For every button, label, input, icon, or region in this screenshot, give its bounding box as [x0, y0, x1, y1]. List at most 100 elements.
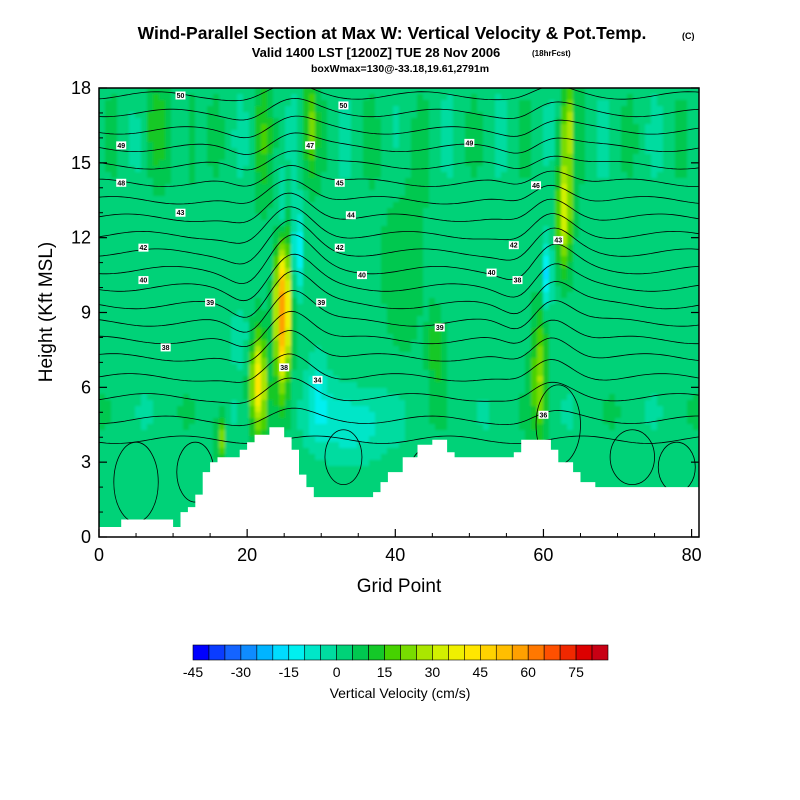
- velocity-cell: [315, 112, 322, 119]
- velocity-cell: [321, 244, 328, 251]
- velocity-cell: [495, 184, 502, 191]
- velocity-cell: [249, 274, 256, 281]
- velocity-cell: [393, 124, 400, 131]
- velocity-cell: [237, 364, 244, 371]
- velocity-cell: [435, 136, 442, 143]
- velocity-cell: [129, 346, 136, 353]
- velocity-cell: [237, 394, 244, 401]
- velocity-cell: [477, 166, 484, 173]
- velocity-cell: [399, 142, 406, 149]
- velocity-cell: [309, 364, 316, 371]
- velocity-cell: [417, 400, 424, 407]
- velocity-cell: [393, 466, 400, 473]
- velocity-cell: [111, 178, 118, 185]
- velocity-cell: [123, 286, 130, 293]
- velocity-cell: [333, 376, 340, 383]
- velocity-cell: [219, 202, 226, 209]
- velocity-cell: [393, 178, 400, 185]
- velocity-cell: [291, 424, 298, 431]
- velocity-cell: [129, 340, 136, 347]
- velocity-cell: [303, 466, 310, 473]
- velocity-cell: [135, 316, 142, 323]
- velocity-cell: [483, 208, 490, 215]
- velocity-cell: [153, 178, 160, 185]
- velocity-cell: [279, 268, 286, 275]
- velocity-cell: [357, 244, 364, 251]
- velocity-cell: [129, 442, 136, 449]
- velocity-cell: [447, 166, 454, 173]
- velocity-cell: [195, 352, 202, 359]
- velocity-cell: [135, 214, 142, 221]
- velocity-cell: [315, 478, 322, 485]
- velocity-cell: [327, 442, 334, 449]
- velocity-cell: [465, 250, 472, 257]
- velocity-cell: [399, 202, 406, 209]
- velocity-cell: [189, 136, 196, 143]
- velocity-cell: [369, 406, 376, 413]
- velocity-cell: [129, 466, 136, 473]
- velocity-cell: [177, 508, 184, 515]
- velocity-cell: [249, 262, 256, 269]
- velocity-cell: [441, 142, 448, 149]
- velocity-cell: [201, 136, 208, 143]
- velocity-cell: [417, 112, 424, 119]
- velocity-cell: [159, 448, 166, 455]
- velocity-cell: [231, 118, 238, 125]
- velocity-cell: [231, 394, 238, 401]
- velocity-cell: [375, 88, 382, 95]
- velocity-cell: [381, 436, 388, 443]
- velocity-cell: [159, 124, 166, 131]
- velocity-cell: [177, 310, 184, 317]
- velocity-cell: [339, 478, 346, 485]
- velocity-cell: [351, 298, 358, 305]
- velocity-cell: [159, 184, 166, 191]
- velocity-cell: [453, 430, 460, 437]
- velocity-cell: [285, 316, 292, 323]
- velocity-cell: [459, 166, 466, 173]
- velocity-cell: [129, 274, 136, 281]
- velocity-cell: [99, 448, 106, 455]
- velocity-cell: [375, 256, 382, 263]
- velocity-cell: [351, 202, 358, 209]
- velocity-cell: [483, 166, 490, 173]
- velocity-cell: [321, 292, 328, 299]
- velocity-cell: [207, 160, 214, 167]
- velocity-cell: [189, 442, 196, 449]
- velocity-cell: [447, 214, 454, 221]
- velocity-cell: [435, 388, 442, 395]
- velocity-cell: [399, 394, 406, 401]
- velocity-cell: [111, 418, 118, 425]
- velocity-cell: [147, 412, 154, 419]
- velocity-cell: [123, 412, 130, 419]
- velocity-cell: [165, 136, 172, 143]
- velocity-cell: [111, 280, 118, 287]
- velocity-cell: [351, 292, 358, 299]
- velocity-cell: [273, 292, 280, 299]
- velocity-cell: [417, 94, 424, 101]
- velocity-cell: [351, 388, 358, 395]
- velocity-cell: [171, 286, 178, 293]
- velocity-cell: [321, 472, 328, 479]
- velocity-cell: [387, 388, 394, 395]
- velocity-cell: [339, 334, 346, 341]
- velocity-cell: [159, 190, 166, 197]
- velocity-cell: [219, 250, 226, 257]
- velocity-cell: [105, 388, 112, 395]
- velocity-cell: [195, 184, 202, 191]
- velocity-cell: [435, 292, 442, 299]
- velocity-cell: [393, 334, 400, 341]
- velocity-cell: [177, 418, 184, 425]
- velocity-cell: [207, 352, 214, 359]
- velocity-cell: [243, 334, 250, 341]
- velocity-cell: [201, 160, 208, 167]
- velocity-cell: [453, 118, 460, 125]
- velocity-cell: [471, 202, 478, 209]
- velocity-cell: [207, 202, 214, 209]
- velocity-cell: [483, 448, 490, 455]
- velocity-cell: [171, 112, 178, 119]
- velocity-cell: [129, 172, 136, 179]
- velocity-cell: [309, 178, 316, 185]
- velocity-cell: [99, 250, 106, 257]
- velocity-cell: [285, 130, 292, 137]
- velocity-cell: [237, 340, 244, 347]
